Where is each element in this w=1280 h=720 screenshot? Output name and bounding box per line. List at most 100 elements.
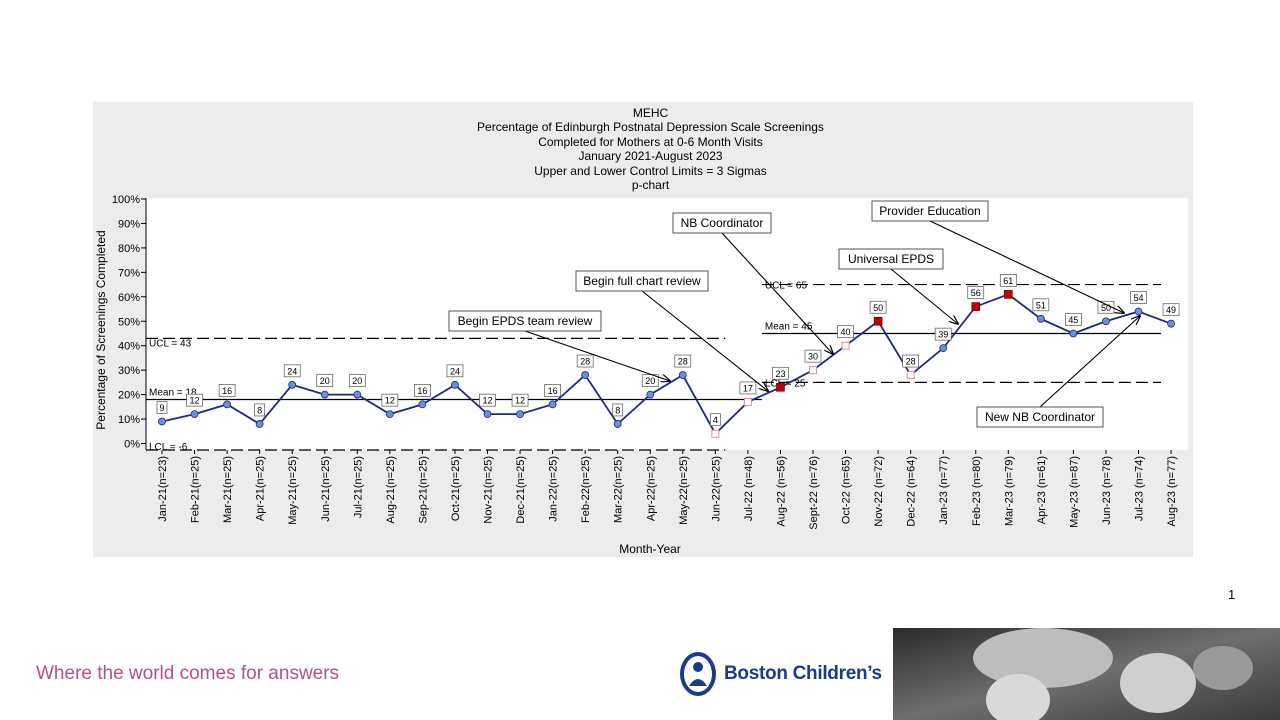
family-photo bbox=[893, 628, 1280, 720]
series-line bbox=[161, 293, 1172, 436]
data-label-box bbox=[316, 374, 334, 387]
x-tick-label: Oct-22 (n=65) bbox=[841, 456, 853, 524]
annotation-label: Universal EPDS bbox=[848, 252, 934, 266]
x-tick-label: Feb-21(n=25) bbox=[190, 456, 202, 523]
data-label-box bbox=[186, 393, 203, 407]
x-tick-label: Dec-21(n=25) bbox=[515, 456, 527, 524]
chart-subtitle-3: January 2021-August 2023 bbox=[578, 149, 723, 164]
annotation-arrow bbox=[524, 330, 670, 381]
data-point bbox=[223, 400, 232, 409]
data-point-special bbox=[971, 302, 981, 311]
data-point bbox=[418, 400, 427, 409]
data-label: 12 bbox=[482, 396, 492, 406]
data-point-open bbox=[743, 397, 752, 406]
x-tick-label: Jan-21(n=23) bbox=[157, 456, 169, 522]
data-label-box bbox=[772, 366, 789, 380]
data-label: 49 bbox=[1166, 305, 1176, 315]
data-label: 12 bbox=[385, 396, 395, 406]
data-point bbox=[581, 371, 590, 379]
y-tick-label: 90% bbox=[118, 218, 140, 230]
chart-subtitle-2: Completed for Mothers at 0-6 Month Visit… bbox=[538, 134, 763, 149]
data-label-box bbox=[156, 401, 168, 414]
data-label: 12 bbox=[190, 396, 200, 406]
data-label-box bbox=[739, 381, 757, 395]
phase2-ucl-label: UCL = 65 bbox=[765, 281, 808, 292]
phase1-lcl-label: LCL = -6 bbox=[149, 442, 188, 453]
x-tick-label: Jun-21(n=25) bbox=[320, 456, 332, 522]
data-label: 28 bbox=[906, 357, 916, 367]
x-tick-label: Nov-21(n=25) bbox=[483, 456, 495, 524]
data-label-box bbox=[674, 354, 692, 368]
data-label-box bbox=[837, 325, 854, 339]
data-point-open bbox=[711, 429, 720, 438]
data-point bbox=[255, 420, 264, 428]
x-tick-label: Apr-22(n=25) bbox=[645, 456, 657, 521]
data-label: 40 bbox=[841, 327, 851, 337]
data-point bbox=[1102, 317, 1110, 326]
data-point bbox=[1134, 307, 1143, 316]
data-label: 56 bbox=[971, 288, 981, 298]
data-label-box bbox=[1032, 298, 1050, 312]
annotation-box bbox=[871, 200, 989, 222]
data-point-open bbox=[809, 366, 817, 375]
chart-subtitle-5: p-chart bbox=[631, 178, 670, 193]
data-point-special bbox=[1003, 290, 1013, 299]
y-tick-label: 50% bbox=[118, 316, 140, 328]
data-label: 16 bbox=[548, 386, 558, 396]
data-label-box bbox=[934, 327, 952, 341]
x-tick-label: Jul-21(n=25) bbox=[352, 456, 364, 518]
data-point bbox=[613, 420, 622, 428]
data-point-special bbox=[873, 316, 883, 326]
data-point bbox=[1036, 314, 1045, 323]
x-axis-title: Month-Year bbox=[619, 542, 681, 556]
data-label: 39 bbox=[938, 330, 948, 340]
chart-title: MEHC bbox=[632, 106, 669, 120]
chart-subtitle-1: Percentage of Edinburgh Postnatal Depres… bbox=[477, 120, 824, 135]
boston-childrens-logo: Boston Children’s bbox=[678, 650, 882, 698]
data-label: 24 bbox=[287, 366, 297, 376]
x-tick-label: Mar-22(n=25) bbox=[613, 456, 625, 523]
data-point bbox=[678, 371, 687, 379]
annotation-label: New NB Coordinator bbox=[985, 410, 1095, 424]
annotation-label: Provider Education bbox=[879, 204, 980, 218]
x-tick-label: Feb-23 (n=80) bbox=[971, 456, 983, 526]
data-label-box bbox=[1097, 300, 1115, 314]
annotation-label: NB Coordinator bbox=[681, 216, 764, 230]
hospital-seal-icon bbox=[680, 652, 716, 696]
x-tick-label: Jan-22(n=25) bbox=[548, 456, 560, 522]
y-tick-label: 100% bbox=[112, 194, 140, 206]
data-label-box bbox=[446, 364, 464, 378]
y-tick-label: 80% bbox=[118, 243, 140, 255]
data-label: 51 bbox=[1036, 300, 1046, 310]
data-label-box bbox=[414, 384, 431, 397]
data-label: 54 bbox=[1133, 293, 1143, 303]
y-axis-title: Percentage of Screenings Completed bbox=[94, 230, 108, 429]
data-point bbox=[288, 380, 297, 389]
data-label-box bbox=[1065, 313, 1082, 326]
data-label-box bbox=[804, 349, 822, 363]
data-point bbox=[516, 410, 524, 419]
data-label: 8 bbox=[257, 405, 262, 415]
data-label-box bbox=[254, 403, 265, 417]
data-point bbox=[353, 390, 362, 399]
x-tick-label: Jun-23 (n=78) bbox=[1101, 456, 1113, 525]
y-tick-label: 10% bbox=[118, 414, 140, 426]
x-tick-label: Aug-22 (n=56) bbox=[775, 456, 787, 527]
y-tick-label: 70% bbox=[118, 267, 140, 279]
annotation-box bbox=[838, 248, 944, 270]
x-tick-label: Apr-23 (n=61) bbox=[1036, 456, 1048, 524]
y-tick-label: 0% bbox=[124, 439, 140, 451]
data-point bbox=[451, 380, 459, 389]
data-label: 28 bbox=[678, 357, 688, 367]
x-tick-label: Oct-21(n=25) bbox=[450, 456, 462, 521]
data-label: 16 bbox=[417, 386, 427, 396]
data-point bbox=[385, 410, 394, 419]
x-tick-label: Jul-23 (n=74) bbox=[1134, 456, 1146, 521]
annotation-arrow bbox=[890, 268, 958, 324]
phase1-mean-label: Mean = 18 bbox=[149, 387, 197, 398]
data-label: 16 bbox=[222, 386, 232, 396]
data-label-box bbox=[576, 354, 594, 368]
data-label-box bbox=[283, 364, 301, 378]
phase2-mean-label: Mean = 45 bbox=[765, 321, 813, 332]
